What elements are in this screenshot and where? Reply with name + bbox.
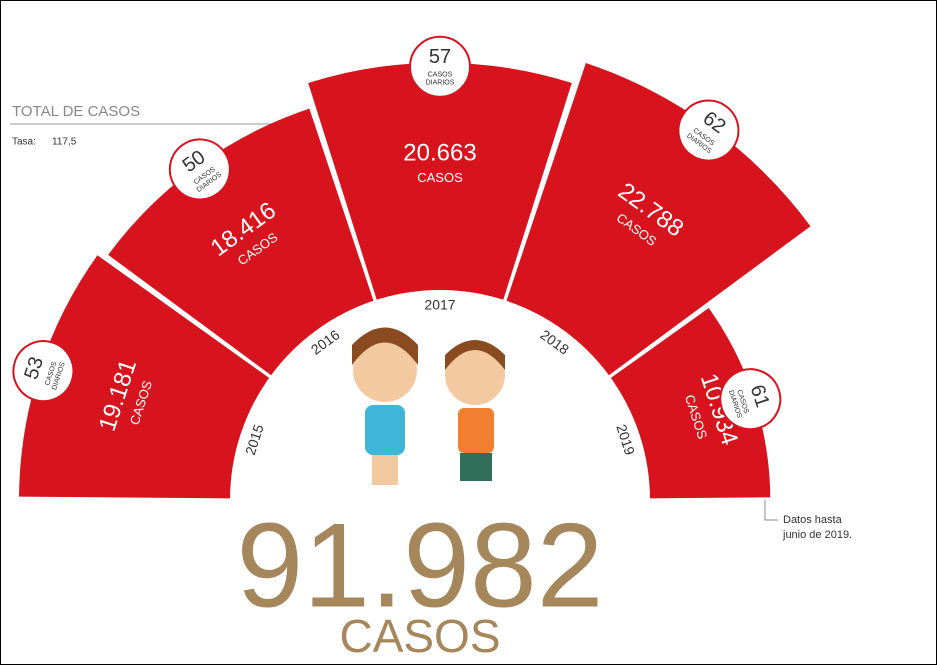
- unit-label: CASOS: [417, 170, 463, 185]
- bar: [506, 63, 811, 376]
- rate-label: Tasa:: [12, 137, 36, 148]
- bar: [108, 108, 374, 376]
- daily-label: DIARIOS: [426, 80, 455, 87]
- heading: TOTAL DE CASOS: [12, 103, 140, 120]
- bar: [19, 255, 270, 499]
- year-label: 2017: [424, 297, 455, 313]
- daily-value: 57: [429, 46, 451, 68]
- badge-circle: [409, 35, 471, 98]
- badge-circle: [677, 99, 740, 162]
- bar: [308, 62, 572, 300]
- badge-circle: [168, 138, 231, 201]
- note-arrow: [764, 500, 778, 521]
- note-line: Datos hasta: [783, 514, 843, 526]
- value-label: 20.663: [403, 140, 476, 167]
- bar: [610, 308, 771, 499]
- children-illustration: [352, 327, 505, 485]
- daily-label: CASOS: [428, 72, 453, 79]
- total: 91.982: [236, 499, 603, 633]
- badge-circle: [719, 368, 782, 431]
- note-line: junio de 2019.: [782, 529, 852, 541]
- total-unit: CASOS: [339, 610, 500, 662]
- rate: 117,5: [52, 137, 77, 148]
- badge-circle: [12, 340, 75, 403]
